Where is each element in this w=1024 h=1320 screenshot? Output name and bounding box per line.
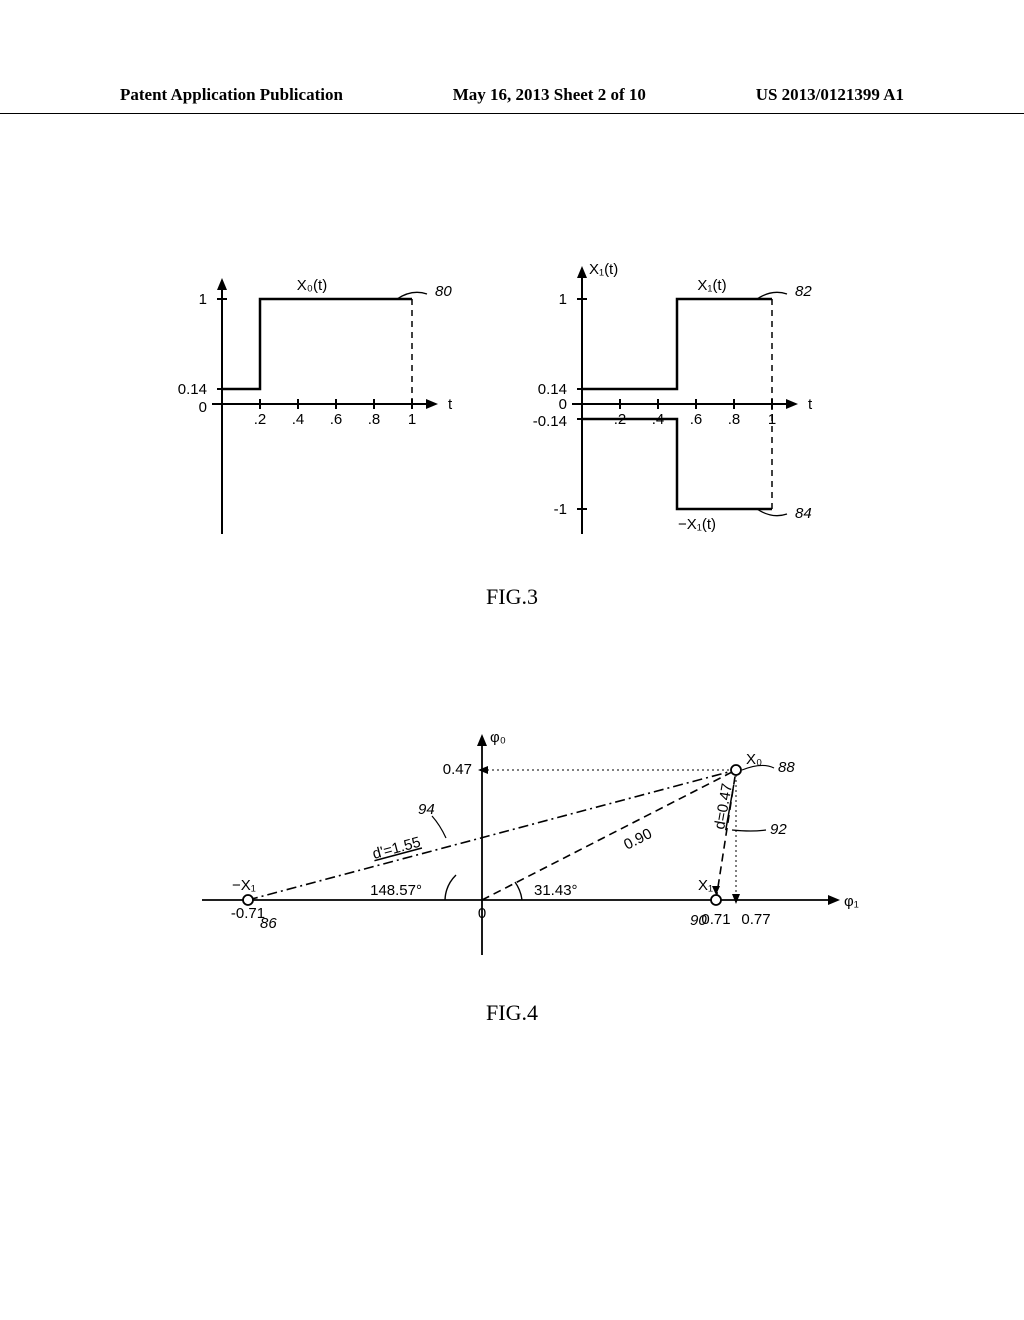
page-header: Patent Application Publication May 16, 2… [0,0,1024,114]
fig3-left-ytick-1: 1 [199,291,207,308]
svg-text:.2: .2 [254,411,267,428]
svg-text:1: 1 [559,291,567,308]
fig4-ytick-047: 0.47 [443,761,472,778]
fig4-svg: φ₁ φ₀ 0.47 -0.71 0 0.71 0.77 −X₁ X₁ X₀ 8… [142,700,882,980]
fig3-right-ref-top: 82 [795,283,812,300]
fig4-arc-left [445,875,456,900]
svg-text:-1: -1 [554,501,567,518]
fig4-line-dprime [248,770,736,900]
fig4-ref-94: 94 [418,801,435,818]
fig4-ref-92: 92 [770,821,787,838]
fig4-label-090: 0.90 [621,825,655,853]
header-left: Patent Application Publication [120,85,343,105]
fig4-label-mX1: −X₁ [232,877,256,894]
fig3-left-ytick-0: 0 [199,399,207,416]
fig3-right-curve-top [582,299,772,389]
header-center: May 16, 2013 Sheet 2 of 10 [453,85,646,105]
fig3-label: FIG.3 [0,584,1024,610]
fig4-arc-right [515,882,522,900]
fig4-angle-left: 148.57° [370,882,422,899]
fig3-right-curve-bottom [582,419,772,509]
svg-text:.4: .4 [292,411,305,428]
fig3-right-xlabel: t [808,396,813,413]
svg-text:.8: .8 [368,411,381,428]
svg-text:.8: .8 [728,411,741,428]
fig4-xlabel: φ₁ [844,893,859,910]
fig3-right-title-bottom: −X₁(t) [678,516,716,533]
fig4-ylabel: φ₀ [490,729,506,746]
fig4-xtick-0: 0 [478,905,486,922]
svg-text:-0.14: -0.14 [533,413,567,430]
fig4-angle-right: 31.43° [534,882,578,899]
figures-container: 1 0.14 0 .2 .4 .6 .8 1 t X₀(t) 80 [0,254,1024,1026]
svg-text:1: 1 [408,411,416,428]
fig4-xtick-077: 0.77 [741,911,770,928]
fig3-left-curve [222,299,412,389]
fig3-svg: 1 0.14 0 .2 .4 .6 .8 1 t X₀(t) 80 [152,254,872,564]
svg-text:0: 0 [559,396,567,413]
fig4-ref-86: 86 [260,915,277,932]
header-right: US 2013/0121399 A1 [756,85,904,105]
fig4-label-dprime: d'=1.55 [371,834,423,863]
fig4-point-X0 [731,765,741,775]
fig4-point-mX1 [243,895,253,905]
fig3-right-chart: 1 0.14 0 -0.14 -1 .2 .4 .6 .8 1 t X₁(t) … [533,261,813,534]
fig4-point-X1 [711,895,721,905]
svg-text:.6: .6 [690,411,703,428]
fig4-ref-90: 90 [690,912,707,929]
fig3-right-ylabel: X₁(t) [589,261,618,278]
fig3-left-ref: 80 [435,283,452,300]
fig3-left-title: X₀(t) [297,277,327,294]
fig4-label: FIG.4 [0,1000,1024,1026]
fig3-left-chart: 1 0.14 0 .2 .4 .6 .8 1 t X₀(t) 80 [178,277,453,534]
fig3-right-ref-bottom: 84 [795,505,812,522]
fig4-ref-88: 88 [778,759,795,776]
fig4-label-d: d=0.47 [711,782,736,831]
svg-text:.6: .6 [330,411,343,428]
fig3-left-xlabel: t [448,396,453,413]
fig3-left-ytick-014: 0.14 [178,381,207,398]
fig3-right-title-top: X₁(t) [697,277,726,294]
fig4-label-X1: X₁ [698,877,713,894]
